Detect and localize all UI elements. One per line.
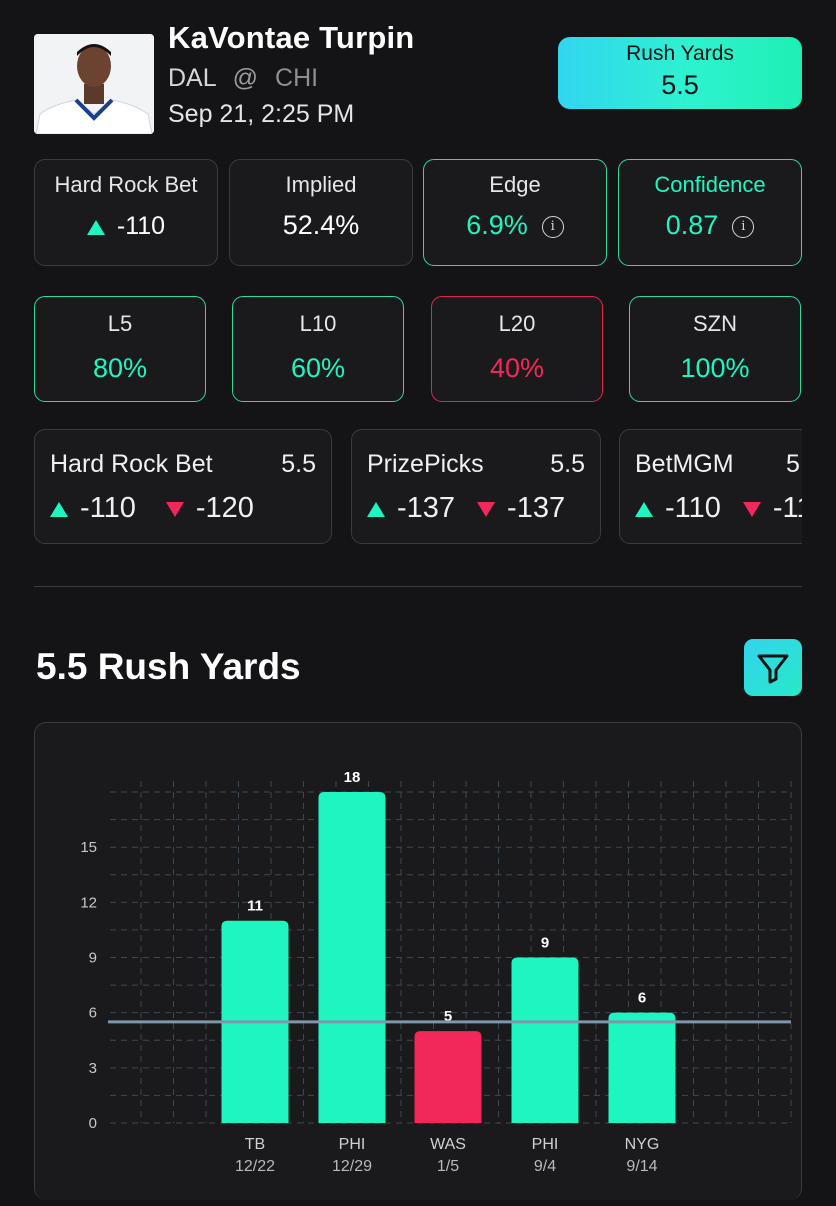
hit-rate-l20[interactable]: L20 40%: [431, 296, 603, 402]
market-selector-button[interactable]: Rush Yards 5.5: [558, 37, 802, 109]
confidence-card[interactable]: Confidence 0.87 i: [618, 159, 802, 266]
sportsbook-line: 5.5: [550, 450, 585, 478]
sportsbook-carousel[interactable]: Hard Rock Bet 5.5 -110 -120 PrizePicks 5.…: [34, 429, 802, 547]
hit-rate-value: 40%: [489, 353, 545, 383]
y-tick-label: 6: [89, 1005, 97, 1022]
bar-value-label: 18: [344, 769, 361, 786]
info-icon[interactable]: i: [732, 215, 755, 238]
team-abbr: DAL: [168, 64, 216, 92]
sportsbook-line: 5.5: [281, 450, 316, 478]
x-tick-date-label: 9/14: [626, 1158, 657, 1175]
market-line: 5.5: [661, 70, 699, 100]
sportsbook-odds: -110 -110: [635, 492, 802, 525]
book-odds-value-row: -110: [35, 212, 217, 241]
x-tick-label: PHI: [532, 1136, 559, 1153]
confidence-title: Confidence: [654, 172, 766, 197]
confidence-value: 0.87: [665, 210, 719, 240]
x-tick-label: TB: [245, 1136, 265, 1153]
hit-rate-l5[interactable]: L5 80%: [34, 296, 206, 402]
sportsbook-name: Hard Rock Bet: [50, 450, 213, 478]
x-tick-label: NYG: [625, 1136, 660, 1153]
under-arrow-icon: [477, 501, 496, 517]
sportsbook-name: BetMGM: [635, 450, 734, 478]
sportsbook-line: 5.5: [786, 450, 802, 478]
y-tick-label: 12: [80, 894, 97, 911]
bar-value-label: 6: [638, 990, 646, 1007]
sportsbook-card-betmgm[interactable]: BetMGM 5.5 -110 -110: [619, 429, 802, 544]
x-tick-date-label: 12/29: [332, 1158, 372, 1175]
over-arrow-icon: [50, 501, 68, 517]
y-tick-label: 15: [80, 839, 97, 856]
under-arrow-icon: [165, 501, 184, 517]
matchup: DAL @ CHI: [168, 64, 318, 93]
y-tick-label: 9: [89, 950, 97, 967]
section-divider: [34, 586, 802, 587]
under-arrow-icon: [742, 501, 761, 517]
over-odds: -110: [665, 492, 721, 524]
hit-rate-title: SZN: [693, 311, 737, 336]
edge-title: Edge: [489, 172, 541, 197]
over-odds: -137: [397, 492, 456, 524]
over-arrow-icon: [367, 501, 385, 517]
y-tick-label: 3: [89, 1060, 97, 1077]
bar: [318, 792, 386, 1123]
hit-rate-szn[interactable]: SZN 100%: [629, 296, 801, 402]
bar-value-label: 5: [444, 1008, 452, 1025]
x-tick-label: WAS: [430, 1136, 466, 1153]
bar: [511, 957, 579, 1123]
chart-panel: 0 3 6 9 12 15 11 TB 12/22 18 PHI 12/29 5 WAS 1/5 9 PHI 9/…: [34, 722, 802, 1200]
over-arrow-icon: [635, 501, 653, 517]
x-tick-date-label: 1/5: [437, 1158, 459, 1175]
bar-value-label: 9: [541, 935, 549, 952]
x-tick-date-label: 12/22: [235, 1158, 275, 1175]
under-odds: -110: [772, 492, 802, 524]
bar-value-label: 11: [247, 898, 263, 915]
game-datetime: Sep 21, 2:25 PM: [168, 100, 355, 128]
book-odds-card[interactable]: Hard Rock Bet -110: [34, 159, 218, 266]
under-odds: -120: [195, 492, 254, 524]
sportsbook-card-prizepicks[interactable]: PrizePicks 5.5 -137 -137: [351, 429, 601, 544]
sportsbook-card-hard-rock[interactable]: Hard Rock Bet 5.5 -110 -120: [34, 429, 332, 544]
hit-rate-value: 100%: [680, 353, 750, 383]
y-tick-label: 0: [89, 1115, 97, 1132]
bar-chart: 0 3 6 9 12 15 11 TB 12/22 18 PHI 12/29 5 WAS 1/5 9 PHI 9/…: [80, 769, 792, 1175]
hit-rate-l10[interactable]: L10 60%: [232, 296, 404, 402]
confidence-value-row: 0.87 i: [619, 210, 801, 241]
book-odds-value: -110: [116, 212, 166, 240]
at-symbol: @: [232, 64, 259, 92]
under-odds: -137: [507, 492, 566, 524]
implied-title: Implied: [285, 172, 357, 197]
x-tick-date-label: 9/4: [534, 1158, 556, 1175]
sportsbook-odds: -110 -120: [50, 492, 254, 525]
filter-button[interactable]: [744, 639, 802, 696]
sportsbook-odds: -137 -137: [367, 492, 565, 525]
filter-funnel-icon: [757, 654, 789, 684]
sportsbook-name: PrizePicks: [367, 450, 484, 478]
implied-card: Implied 52.4%: [229, 159, 413, 266]
player-avatar: [34, 34, 154, 134]
player-name: KaVontae Turpin: [168, 20, 415, 55]
player-headshot-icon: [34, 34, 154, 134]
bar: [608, 1012, 676, 1123]
hit-rate-value: 80%: [92, 353, 148, 383]
chart-title: 5.5 Rush Yards: [36, 646, 301, 687]
opponent-abbr: CHI: [275, 64, 319, 92]
edge-card[interactable]: Edge 6.9% i: [423, 159, 607, 266]
implied-value: 52.4%: [282, 210, 360, 240]
hit-rate-title: L5: [107, 311, 133, 336]
x-tick-label: PHI: [339, 1136, 366, 1153]
over-odds: -110: [80, 492, 136, 524]
edge-value-row: 6.9% i: [424, 210, 606, 241]
info-icon[interactable]: i: [541, 215, 564, 238]
book-odds-title: Hard Rock Bet: [54, 172, 198, 197]
hit-rate-title: L10: [299, 311, 337, 336]
market-label: Rush Yards: [626, 42, 734, 65]
edge-value: 6.9%: [466, 210, 528, 240]
over-arrow-icon: [86, 219, 105, 235]
hit-rate-value: 60%: [290, 353, 346, 383]
bar: [414, 1031, 482, 1123]
hit-rate-title: L20: [498, 311, 536, 336]
